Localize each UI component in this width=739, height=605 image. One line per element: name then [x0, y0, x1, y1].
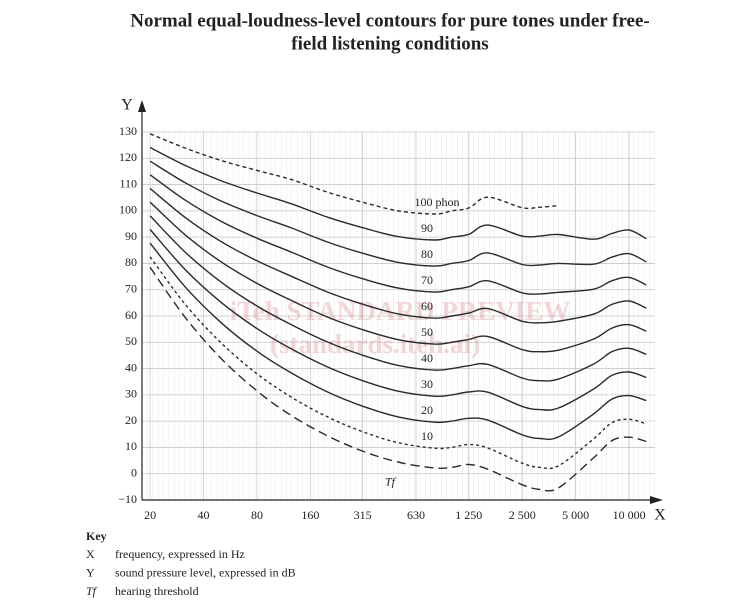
contour-line — [149, 229, 647, 411]
y-tick-label: 80 — [125, 255, 137, 269]
x-tick-label: 2 500 — [509, 508, 536, 522]
contour-line — [149, 266, 647, 492]
x-tick-label: 160 — [301, 508, 319, 522]
x-tick-label: 5 000 — [562, 508, 589, 522]
contour-label: 80 — [421, 247, 433, 261]
watermark: iTeh STANDARD PREVIEW — [230, 296, 571, 326]
y-tick-label: 60 — [125, 308, 137, 322]
contour-line — [149, 201, 647, 353]
y-tick-label: 130 — [119, 124, 137, 138]
contour-line — [149, 146, 647, 241]
x-axis-arrow — [650, 496, 663, 504]
key-symbol: Y — [86, 565, 95, 579]
y-tick-label: 70 — [125, 281, 137, 295]
x-tick-label: 10 000 — [613, 508, 646, 522]
contour-line — [149, 160, 647, 267]
key-symbol: X — [86, 547, 95, 561]
key-text: sound pressure level, expressed in dB — [115, 565, 296, 579]
x-axis-label: X — [654, 507, 666, 524]
y-tick-label: 0 — [131, 465, 137, 479]
key-title: Key — [86, 529, 107, 543]
y-tick-label: 30 — [125, 387, 137, 401]
chart-title: field listening conditions — [291, 33, 488, 54]
contour-line — [149, 187, 647, 324]
key-text: frequency, expressed in Hz — [115, 547, 245, 561]
contour-label: 90 — [421, 221, 433, 235]
y-tick-label: 50 — [125, 334, 137, 348]
y-tick-label: 10 — [125, 439, 137, 453]
contour-label: 20 — [421, 403, 433, 417]
key-symbol: Tf — [86, 584, 98, 598]
chart-title: Normal equal-loudness-level contours for… — [130, 10, 650, 31]
x-tick-label: 1 250 — [455, 508, 482, 522]
contour-line — [149, 174, 647, 295]
x-tick-label: 630 — [407, 508, 425, 522]
contour-label: 100 phon — [415, 195, 460, 209]
x-tick-label: 20 — [144, 508, 156, 522]
y-tick-label: −10 — [118, 492, 137, 506]
contour-line — [149, 215, 647, 382]
contour-label: 70 — [421, 273, 433, 287]
y-tick-label: 120 — [119, 150, 137, 164]
contour-label: Tf — [385, 475, 397, 489]
y-tick-label: 40 — [125, 360, 137, 374]
x-tick-label: 315 — [354, 508, 372, 522]
y-tick-label: 20 — [125, 413, 137, 427]
contour-line — [149, 133, 559, 215]
contour-label: 10 — [421, 429, 433, 443]
y-tick-label: 90 — [125, 229, 137, 243]
contour-label: 50 — [421, 325, 433, 339]
contour-label: 30 — [421, 377, 433, 391]
y-axis-label: Y — [121, 97, 133, 114]
x-tick-label: 40 — [198, 508, 210, 522]
contour-label: 60 — [421, 299, 433, 313]
contour-line — [149, 242, 647, 441]
contour-label: 40 — [421, 351, 433, 365]
y-tick-label: 110 — [119, 176, 137, 190]
y-axis-arrow — [138, 100, 146, 112]
x-tick-label: 80 — [251, 508, 263, 522]
key-text: hearing threshold — [115, 584, 199, 598]
y-tick-label: 100 — [119, 203, 137, 217]
